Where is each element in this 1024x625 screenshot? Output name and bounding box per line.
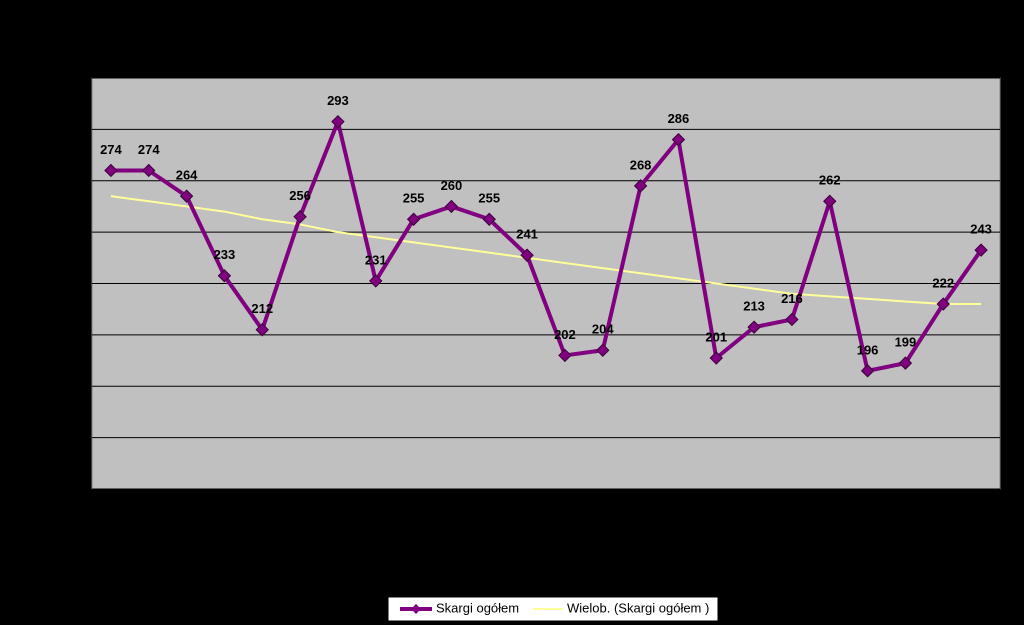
- marker: [331, 114, 345, 129]
- legend-marker: [411, 604, 421, 614]
- value-label: 256: [289, 188, 311, 203]
- y-tick-label: 250: [64, 224, 84, 238]
- y-tick-label: 190: [64, 378, 84, 392]
- marker: [747, 320, 761, 334]
- value-label: 212: [251, 301, 273, 316]
- marker: [898, 356, 913, 370]
- marker: [558, 348, 572, 363]
- value-label: 262: [819, 173, 841, 188]
- marker: [596, 343, 610, 357]
- y-tick-label: 230: [64, 276, 84, 290]
- legend-label: Skargi ogółem: [436, 600, 519, 615]
- value-label: 268: [630, 157, 652, 172]
- value-label: 260: [441, 178, 463, 193]
- value-label: 216: [781, 291, 803, 306]
- value-label: 255: [403, 191, 425, 206]
- marker: [936, 297, 950, 311]
- value-label: 201: [705, 329, 727, 344]
- y-tick-label: 170: [64, 430, 84, 444]
- value-label: 255: [478, 191, 500, 206]
- y-tick-label: 210: [64, 327, 84, 341]
- trend-line: [110, 195, 982, 306]
- y-tick-label: 270: [64, 173, 84, 187]
- marker: [255, 323, 269, 337]
- marker: [633, 179, 648, 193]
- value-label: 202: [554, 327, 576, 342]
- marker: [293, 210, 307, 224]
- value-label: 222: [932, 275, 954, 290]
- data-line: [110, 119, 983, 373]
- value-label: 243: [970, 222, 992, 237]
- marker: [785, 312, 799, 327]
- value-label: 199: [895, 335, 917, 350]
- value-label: 233: [214, 247, 236, 262]
- legend-label: Wielob. (Skargi ogółem ): [567, 600, 709, 615]
- marker: [104, 163, 118, 178]
- value-label: 264: [176, 168, 198, 183]
- value-label: 213: [743, 299, 765, 314]
- marker: [406, 212, 421, 226]
- marker: [823, 194, 837, 209]
- value-label: 274: [100, 142, 122, 157]
- value-label: 274: [138, 142, 160, 157]
- marker: [974, 243, 988, 257]
- value-label: 241: [516, 227, 538, 242]
- marker: [179, 189, 194, 203]
- marker: [369, 274, 383, 288]
- y-tick-label: 310: [64, 70, 84, 84]
- y-tick-label: 150: [64, 481, 84, 495]
- marker: [217, 269, 232, 283]
- value-label: 231: [365, 252, 387, 267]
- marker: [142, 163, 156, 178]
- marker: [860, 364, 875, 378]
- value-label: 196: [857, 342, 879, 357]
- y-tick-label: 290: [64, 122, 84, 136]
- marker: [671, 132, 686, 147]
- value-label: 204: [592, 322, 614, 337]
- marker: [520, 248, 534, 262]
- marker: [444, 199, 459, 214]
- value-label: 286: [668, 111, 690, 126]
- value-label: 293: [327, 93, 349, 108]
- marker: [482, 212, 496, 226]
- marker: [709, 351, 723, 365]
